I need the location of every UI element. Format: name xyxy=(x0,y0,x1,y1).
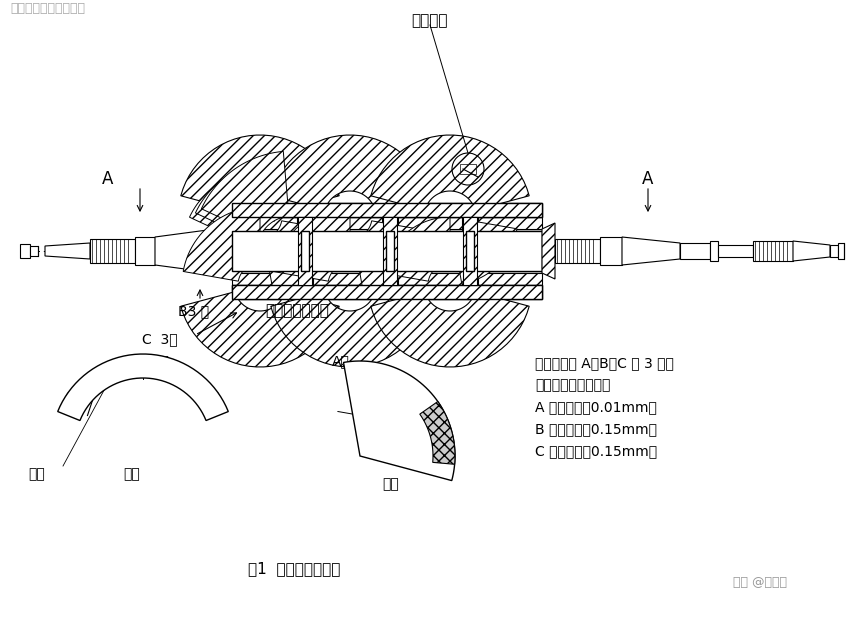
Polygon shape xyxy=(155,229,214,273)
Polygon shape xyxy=(542,223,554,279)
Polygon shape xyxy=(214,223,232,279)
Polygon shape xyxy=(183,207,260,281)
Text: 裂纹: 裂纹 xyxy=(381,477,399,491)
Bar xyxy=(90,239,135,263)
Bar xyxy=(466,231,474,271)
Bar xyxy=(709,241,717,261)
Text: B3 处: B3 处 xyxy=(177,304,209,318)
Polygon shape xyxy=(189,171,259,240)
Bar xyxy=(297,217,313,285)
Bar xyxy=(679,243,709,259)
Polygon shape xyxy=(58,354,228,420)
Bar xyxy=(298,217,312,285)
Bar xyxy=(382,217,397,285)
Bar xyxy=(232,273,542,285)
Text: A向: A向 xyxy=(152,354,170,368)
Text: A: A xyxy=(641,170,653,188)
Polygon shape xyxy=(370,135,529,211)
Polygon shape xyxy=(382,217,449,281)
Bar xyxy=(232,231,542,271)
Polygon shape xyxy=(370,292,529,367)
Text: 裂纹部位: 裂纹部位 xyxy=(412,14,448,29)
Polygon shape xyxy=(270,292,429,367)
Bar xyxy=(20,244,30,258)
Bar xyxy=(461,217,478,285)
Bar xyxy=(554,239,599,263)
Text: 转子上叶轮 A、B、C 处 3 个部: 转子上叶轮 A、B、C 处 3 个部 xyxy=(535,356,673,370)
Bar xyxy=(232,217,542,229)
Bar xyxy=(599,237,622,265)
Text: 知乎 @任江强: 知乎 @任江强 xyxy=(732,576,786,589)
Polygon shape xyxy=(792,241,829,261)
Bar xyxy=(381,217,398,285)
Bar xyxy=(462,217,476,285)
Bar xyxy=(386,231,393,271)
Text: A向: A向 xyxy=(331,354,350,368)
Polygon shape xyxy=(201,152,288,236)
Bar xyxy=(232,231,542,271)
Bar xyxy=(30,246,38,256)
Bar xyxy=(837,243,843,259)
Text: C  3处: C 3处 xyxy=(142,332,177,346)
Polygon shape xyxy=(353,221,426,294)
Polygon shape xyxy=(453,221,517,284)
Text: B 处跳动值，0.15mm；: B 处跳动值，0.15mm； xyxy=(535,422,656,436)
Text: 裂纹: 裂纹 xyxy=(123,467,139,481)
Polygon shape xyxy=(45,243,90,259)
Bar xyxy=(753,241,792,261)
Polygon shape xyxy=(181,135,339,211)
Polygon shape xyxy=(181,292,339,367)
Polygon shape xyxy=(460,164,475,174)
Bar xyxy=(232,203,542,217)
Bar xyxy=(232,203,542,217)
Text: A 处跳动值，0.01mm；: A 处跳动值，0.01mm； xyxy=(535,400,656,414)
Polygon shape xyxy=(195,161,274,238)
Text: 口圈: 口圈 xyxy=(28,467,45,481)
Text: 离心式鼓风机叶轮裂纹: 离心式鼓风机叶轮裂纹 xyxy=(10,2,85,16)
Polygon shape xyxy=(270,135,429,211)
Polygon shape xyxy=(273,207,350,281)
Bar xyxy=(300,231,308,271)
Text: C 处跳动值，0.15mm。: C 处跳动值，0.15mm。 xyxy=(535,444,656,458)
Text: 裂纹部位放大图: 裂纹部位放大图 xyxy=(264,304,329,319)
Bar xyxy=(232,285,542,299)
Text: A: A xyxy=(102,170,114,188)
Polygon shape xyxy=(263,221,337,294)
Bar xyxy=(717,245,753,257)
Polygon shape xyxy=(622,237,679,265)
Bar xyxy=(232,285,542,299)
Polygon shape xyxy=(343,361,455,481)
Text: 位跳动要求最大值：: 位跳动要求最大值： xyxy=(535,378,610,392)
Bar xyxy=(135,237,155,265)
Bar xyxy=(829,245,837,257)
Polygon shape xyxy=(419,402,455,465)
Text: 图1  裂纹部位示意图: 图1 裂纹部位示意图 xyxy=(248,561,340,576)
